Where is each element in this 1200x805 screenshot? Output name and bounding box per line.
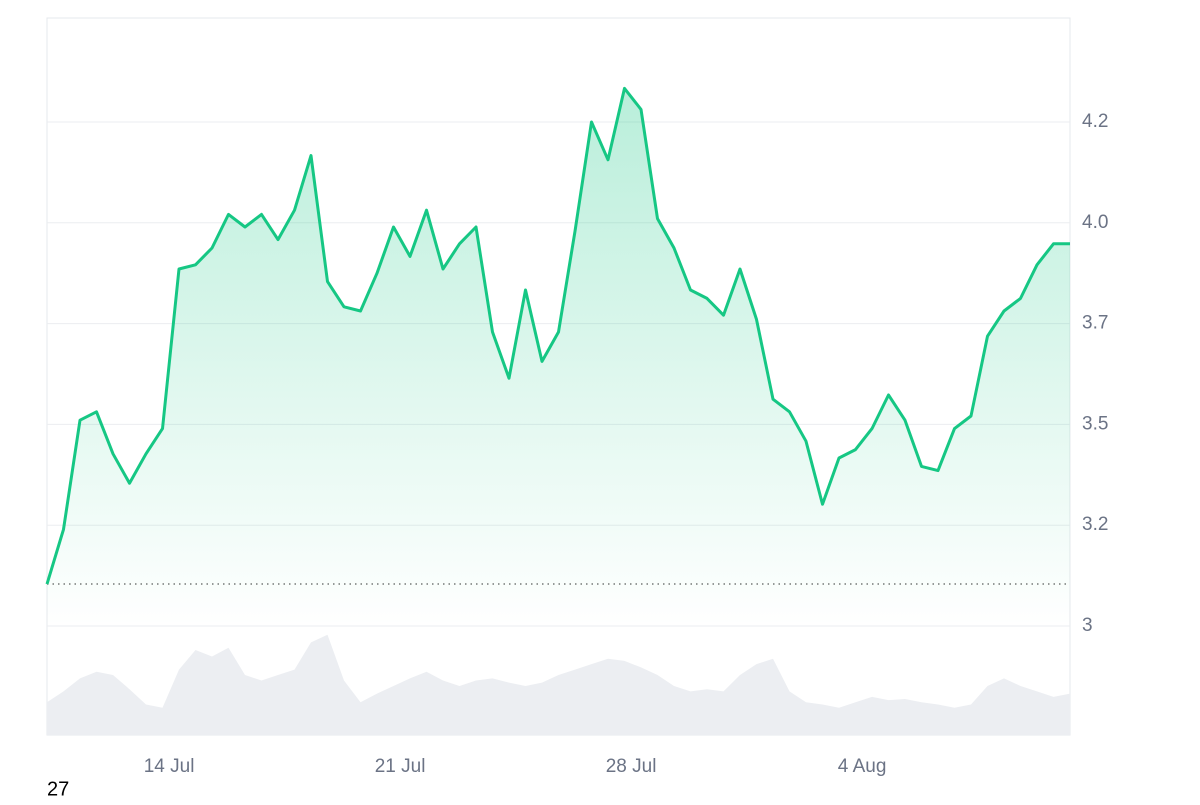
footer-label: 27 xyxy=(47,778,69,800)
volume-area xyxy=(47,634,1070,735)
y-tick-label: 3.5 xyxy=(1082,413,1108,434)
price-line xyxy=(45,86,1070,585)
y-tick-label: 4.2 xyxy=(1082,111,1108,132)
x-tick-label: 21 Jul xyxy=(375,756,426,777)
price-area xyxy=(47,88,1070,627)
y-tick-label: 3.2 xyxy=(1082,514,1108,535)
y-tick-label: 3.7 xyxy=(1082,313,1108,334)
x-tick-label: 28 Jul xyxy=(606,756,657,777)
y-tick-label: 3 xyxy=(1082,615,1093,636)
x-tick-label: 14 Jul xyxy=(144,756,195,777)
x-tick-label: 4 Aug xyxy=(838,756,887,777)
y-tick-label: 4.0 xyxy=(1082,212,1108,233)
